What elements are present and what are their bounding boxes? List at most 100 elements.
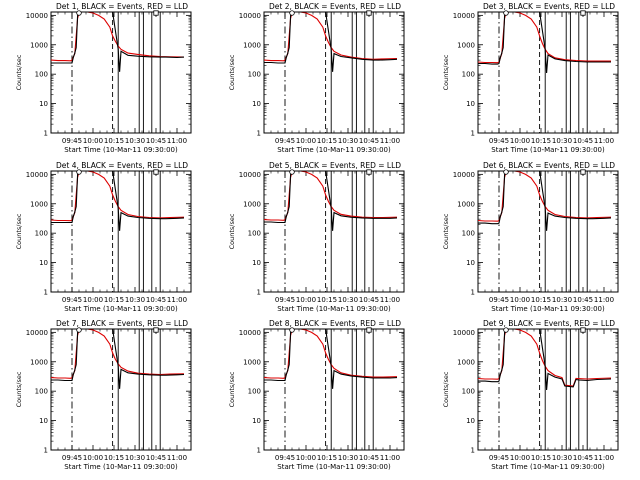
y-tick-label: 1 bbox=[471, 289, 475, 297]
y-tick-label: 10 bbox=[252, 417, 261, 425]
y-tick-label: 1000 bbox=[457, 358, 475, 366]
x-axis-label: Start Time (10-Mar-11 09:30:00) bbox=[64, 146, 178, 154]
y-tick-label: 10 bbox=[39, 259, 48, 267]
x-tick-label: 10:15 bbox=[104, 296, 124, 304]
y-tick-label: 100 bbox=[35, 71, 48, 79]
y-axis-label: Counts/sec bbox=[228, 371, 236, 407]
x-tick-label: 09:45 bbox=[62, 454, 82, 462]
series-line-lld bbox=[51, 12, 185, 62]
y-tick-label: 10000 bbox=[453, 12, 475, 20]
series-group bbox=[51, 329, 185, 389]
chart-panel: 1 10 100 1000 10000 09:45 10:00 10:15 10:30 10:45… bbox=[228, 161, 405, 313]
series-line-lld bbox=[264, 171, 398, 221]
x-tick-label: 10:15 bbox=[104, 137, 124, 145]
x-tick-label: 09:45 bbox=[489, 296, 509, 304]
y-tick-label: 10000 bbox=[26, 329, 48, 337]
chart-panel: 1 10 100 1000 10000 09:45 10:00 10:15 10:30 10:45… bbox=[228, 319, 405, 471]
x-axis-label: Start Time (10-Mar-11 09:30:00) bbox=[277, 463, 391, 471]
chart-title: Det 1, BLACK = Events, RED = LLD bbox=[56, 2, 188, 11]
y-tick-label: 100 bbox=[462, 388, 475, 396]
y-axis-label: Counts/sec bbox=[15, 54, 23, 90]
chart-panel: 1 10 100 1000 10000 09:45 10:00 10:15 10:30 10:45… bbox=[442, 161, 619, 313]
chart-panel: 1 10 100 1000 10000 09:45 10:00 10:15 10:30 10:45… bbox=[15, 161, 192, 313]
x-tick-label: 10:45 bbox=[146, 296, 166, 304]
chart-title: Det 2, BLACK = Events, RED = LLD bbox=[269, 2, 401, 11]
chart-panel: 1 10 100 1000 10000 09:45 10:00 10:15 10:30 10:45… bbox=[15, 319, 192, 471]
x-tick-label: 10:45 bbox=[573, 296, 593, 304]
series-group bbox=[51, 12, 185, 72]
series-group bbox=[478, 12, 611, 74]
x-tick-label: 10:00 bbox=[296, 137, 316, 145]
x-axis-label: Start Time (10-Mar-11 09:30:00) bbox=[64, 305, 178, 313]
x-axis-label: Start Time (10-Mar-11 09:30:00) bbox=[64, 463, 178, 471]
y-tick-label: 10000 bbox=[453, 329, 475, 337]
y-axis-label: Counts/sec bbox=[15, 213, 23, 249]
x-tick-label: 10:45 bbox=[573, 454, 593, 462]
y-tick-label: 1 bbox=[257, 130, 261, 138]
y-tick-label: 10000 bbox=[26, 12, 48, 20]
square-marker bbox=[580, 327, 586, 333]
series-group bbox=[478, 171, 612, 231]
series-line-lld bbox=[264, 329, 398, 379]
circle-marker bbox=[503, 169, 509, 175]
y-tick-label: 1000 bbox=[457, 200, 475, 208]
chart-title: Det 9, BLACK = Events, RED = LLD bbox=[483, 319, 615, 328]
y-tick-label: 1 bbox=[471, 447, 475, 455]
x-tick-label: 11:00 bbox=[380, 454, 400, 462]
y-tick-label: 1000 bbox=[243, 358, 261, 366]
x-tick-label: 10:30 bbox=[338, 296, 358, 304]
x-tick-label: 10:30 bbox=[552, 296, 572, 304]
series-line-lld bbox=[478, 329, 612, 387]
y-tick-label: 10 bbox=[466, 259, 475, 267]
circle-marker bbox=[503, 10, 509, 16]
y-tick-label: 1000 bbox=[457, 41, 475, 49]
y-tick-label: 10 bbox=[466, 417, 475, 425]
chart-title: Det 4, BLACK = Events, RED = LLD bbox=[56, 161, 188, 170]
x-tick-label: 11:00 bbox=[380, 137, 400, 145]
series-group bbox=[264, 12, 398, 72]
y-tick-label: 100 bbox=[35, 230, 48, 238]
square-marker bbox=[580, 10, 586, 16]
series-group bbox=[478, 329, 612, 391]
y-tick-label: 10 bbox=[39, 100, 48, 108]
x-tick-label: 10:00 bbox=[296, 296, 316, 304]
y-axis-label: Counts/sec bbox=[442, 54, 450, 90]
chart-title: Det 5, BLACK = Events, RED = LLD bbox=[269, 161, 401, 170]
chart-panel: 1 10 100 1000 10000 09:45 10:00 10:15 10:30 10:45… bbox=[15, 2, 192, 154]
y-tick-label: 100 bbox=[462, 230, 475, 238]
square-marker bbox=[153, 169, 159, 175]
series-group bbox=[264, 329, 398, 389]
x-tick-label: 09:45 bbox=[62, 296, 82, 304]
series-line-events bbox=[51, 171, 185, 231]
square-marker bbox=[366, 169, 372, 175]
x-tick-label: 09:45 bbox=[489, 137, 509, 145]
circle-marker bbox=[503, 327, 509, 333]
series-group bbox=[264, 171, 398, 231]
x-tick-label: 11:00 bbox=[167, 137, 187, 145]
chart-title: Det 7, BLACK = Events, RED = LLD bbox=[56, 319, 188, 328]
y-axis-label: Counts/sec bbox=[15, 371, 23, 407]
x-tick-label: 10:00 bbox=[510, 296, 530, 304]
x-tick-label: 10:45 bbox=[359, 296, 379, 304]
x-tick-label: 10:15 bbox=[531, 454, 551, 462]
circle-marker bbox=[289, 169, 295, 175]
chart-title: Det 8, BLACK = Events, RED = LLD bbox=[269, 319, 401, 328]
x-tick-label: 10:45 bbox=[146, 454, 166, 462]
x-tick-label: 10:30 bbox=[125, 454, 145, 462]
x-tick-label: 11:00 bbox=[167, 296, 187, 304]
x-tick-label: 10:15 bbox=[531, 296, 551, 304]
y-tick-label: 10000 bbox=[239, 329, 261, 337]
y-axis-label: Counts/sec bbox=[442, 213, 450, 249]
y-axis-label: Counts/sec bbox=[442, 371, 450, 407]
x-tick-label: 10:45 bbox=[573, 137, 593, 145]
y-tick-label: 100 bbox=[248, 71, 261, 79]
x-axis-label: Start Time (10-Mar-11 09:30:00) bbox=[277, 146, 391, 154]
x-tick-label: 10:00 bbox=[83, 137, 103, 145]
chart-panel: 1 10 100 1000 10000 09:45 10:00 10:15 10:30 10:45… bbox=[442, 2, 619, 154]
x-tick-label: 11:00 bbox=[167, 454, 187, 462]
series-line-events bbox=[478, 329, 612, 391]
circle-marker bbox=[76, 327, 82, 333]
square-marker bbox=[580, 169, 586, 175]
series-line-events bbox=[51, 329, 185, 389]
